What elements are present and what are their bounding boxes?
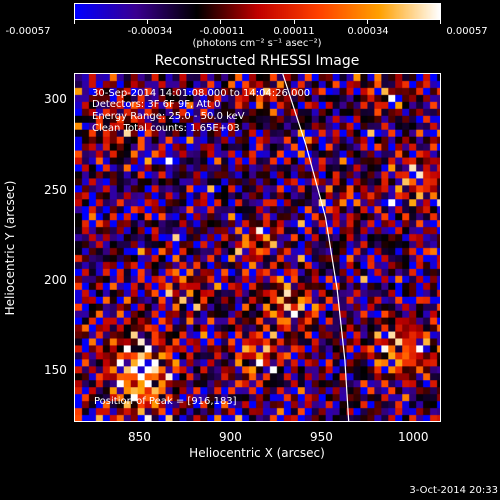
y-tick-label: 300 xyxy=(44,92,67,106)
solar-limb-line xyxy=(282,74,350,421)
y-tick-label: 250 xyxy=(44,183,67,197)
x-tick-label: 950 xyxy=(310,430,333,444)
colorbar-tick-label: 0.00034 xyxy=(347,26,389,37)
info-time-range: 30-Sep-2014 14:01:08.000 to 14:04:26.000 xyxy=(92,88,311,99)
colorbar-tick-label: 0.00057 xyxy=(446,26,488,37)
heatmap-image xyxy=(75,74,440,421)
colorbar-tick-label: 0.00011 xyxy=(273,26,315,37)
colorbar-tick xyxy=(367,20,368,24)
x-tick-label: 850 xyxy=(128,430,151,444)
info-method: Clean Total counts: 1.65E+03 xyxy=(92,123,240,134)
limb-overlay xyxy=(282,74,350,421)
y-tick-label: 200 xyxy=(44,273,67,287)
colorbar-tick xyxy=(74,20,75,24)
x-axis-label: Heliocentric X (arcsec) xyxy=(189,446,325,460)
colorbar-tick-label: -0.00057 xyxy=(5,26,51,37)
colorbar-tick-label: -0.00011 xyxy=(199,26,245,37)
y-axis-label: Heliocentric Y (arcsec) xyxy=(3,180,17,316)
plot-title: Reconstructed RHESSI Image xyxy=(154,53,360,69)
y-tick-label: 150 xyxy=(44,363,67,377)
colorbar-gradient xyxy=(75,4,440,19)
info-detectors: Detectors: 3F 6F 9F, Att 0 xyxy=(92,99,221,110)
colorbar-tick-label: -0.00034 xyxy=(127,26,173,37)
info-peak-position: Position of Peak = [916,183] xyxy=(94,396,237,407)
colorbar-tick xyxy=(147,20,148,24)
colorbar-tick xyxy=(440,20,441,24)
colorbar-tick xyxy=(294,20,295,24)
image-plot xyxy=(74,73,441,422)
x-tick-label: 900 xyxy=(219,430,242,444)
colorbar-units: (photons cm⁻² s⁻¹ asec⁻²) xyxy=(192,38,322,49)
colorbar xyxy=(74,3,441,20)
x-tick-label: 1000 xyxy=(398,430,429,444)
colorbar-tick xyxy=(220,20,221,24)
timestamp: 3-Oct-2014 20:33 xyxy=(409,485,498,496)
info-energy-range: Energy Range: 25.0 - 50.0 keV xyxy=(92,111,245,122)
